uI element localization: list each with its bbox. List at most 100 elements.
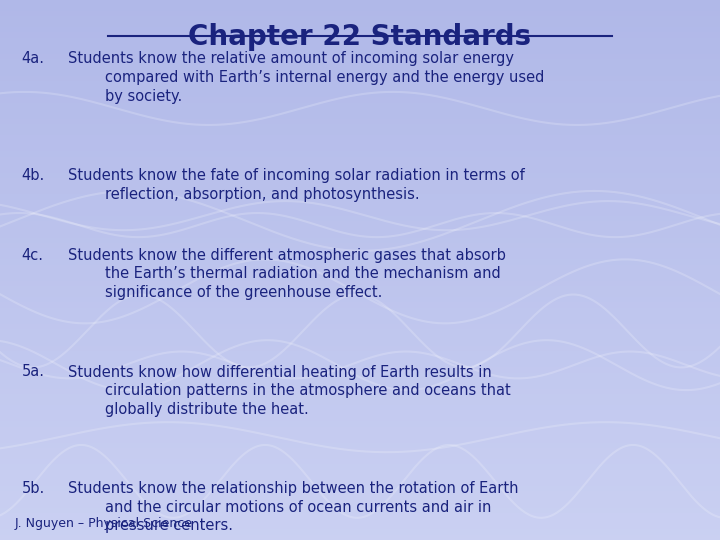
Bar xyxy=(0,162,720,167)
Bar xyxy=(0,313,720,319)
Bar xyxy=(0,16,720,22)
Bar xyxy=(0,529,720,535)
Bar xyxy=(0,135,720,140)
Text: 4b.: 4b. xyxy=(22,168,45,183)
Bar xyxy=(0,200,720,205)
Bar xyxy=(0,265,720,270)
Text: Students know the fate of incoming solar radiation in terms of
        reflectio: Students know the fate of incoming solar… xyxy=(68,168,525,201)
Bar xyxy=(0,481,720,486)
Bar xyxy=(0,243,720,248)
Bar xyxy=(0,65,720,70)
Bar xyxy=(0,22,720,27)
Bar xyxy=(0,535,720,540)
Bar xyxy=(0,394,720,400)
Bar xyxy=(0,221,720,227)
Bar xyxy=(0,346,720,351)
Bar xyxy=(0,97,720,103)
Bar xyxy=(0,11,720,16)
Bar xyxy=(0,518,720,524)
Bar xyxy=(0,5,720,11)
Bar xyxy=(0,184,720,189)
Bar xyxy=(0,486,720,491)
Bar xyxy=(0,92,720,97)
Bar xyxy=(0,59,720,65)
Bar xyxy=(0,324,720,329)
Bar xyxy=(0,248,720,254)
Bar xyxy=(0,308,720,313)
Bar xyxy=(0,475,720,481)
Bar xyxy=(0,335,720,340)
Bar xyxy=(0,178,720,184)
Bar xyxy=(0,216,720,221)
Bar xyxy=(0,432,720,437)
Bar xyxy=(0,254,720,259)
Bar xyxy=(0,124,720,130)
Bar xyxy=(0,270,720,275)
Bar xyxy=(0,70,720,76)
Bar xyxy=(0,513,720,518)
Bar xyxy=(0,194,720,200)
Bar xyxy=(0,205,720,211)
Text: 5a.: 5a. xyxy=(22,364,45,380)
Bar xyxy=(0,367,720,373)
Bar xyxy=(0,81,720,86)
Bar xyxy=(0,232,720,238)
Bar xyxy=(0,0,720,5)
Bar xyxy=(0,400,720,405)
Bar xyxy=(0,43,720,49)
Bar xyxy=(0,373,720,378)
Bar xyxy=(0,459,720,464)
Text: Students know how differential heating of Earth results in
        circulation p: Students know how differential heating o… xyxy=(68,364,511,417)
Bar xyxy=(0,302,720,308)
Text: J. Nguyen – Physical Science: J. Nguyen – Physical Science xyxy=(14,517,192,530)
Text: Students know the relationship between the rotation of Earth
        and the cir: Students know the relationship between t… xyxy=(68,481,519,534)
Bar xyxy=(0,378,720,383)
Bar xyxy=(0,140,720,146)
Bar xyxy=(0,383,720,389)
Bar xyxy=(0,448,720,454)
Bar xyxy=(0,157,720,162)
Bar xyxy=(0,416,720,421)
Bar xyxy=(0,103,720,108)
Bar xyxy=(0,362,720,367)
Bar xyxy=(0,113,720,119)
Bar xyxy=(0,421,720,427)
Bar xyxy=(0,437,720,443)
Bar xyxy=(0,464,720,470)
Bar xyxy=(0,259,720,265)
Bar xyxy=(0,119,720,124)
Bar xyxy=(0,86,720,92)
Bar xyxy=(0,173,720,178)
Bar xyxy=(0,427,720,432)
Bar xyxy=(0,189,720,194)
Text: Students know the different atmospheric gases that absorb
        the Earth’s th: Students know the different atmospheric … xyxy=(68,248,506,300)
Bar xyxy=(0,524,720,529)
Bar xyxy=(0,340,720,346)
Bar xyxy=(0,211,720,216)
Bar xyxy=(0,151,720,157)
Bar xyxy=(0,351,720,356)
Bar xyxy=(0,227,720,232)
Bar xyxy=(0,238,720,243)
Text: 4c.: 4c. xyxy=(22,248,44,263)
Bar xyxy=(0,502,720,508)
Bar xyxy=(0,146,720,151)
Bar xyxy=(0,292,720,297)
Bar xyxy=(0,319,720,324)
Bar xyxy=(0,32,720,38)
Bar xyxy=(0,281,720,286)
Bar xyxy=(0,443,720,448)
Bar xyxy=(0,275,720,281)
Bar xyxy=(0,470,720,475)
Bar xyxy=(0,356,720,362)
Bar xyxy=(0,405,720,410)
Bar xyxy=(0,286,720,292)
Bar xyxy=(0,297,720,302)
Bar xyxy=(0,410,720,416)
Bar xyxy=(0,27,720,32)
Bar xyxy=(0,49,720,54)
Bar xyxy=(0,497,720,502)
Text: 5b.: 5b. xyxy=(22,481,45,496)
Bar xyxy=(0,54,720,59)
Bar xyxy=(0,329,720,335)
